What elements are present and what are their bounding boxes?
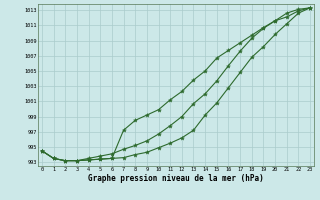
X-axis label: Graphe pression niveau de la mer (hPa): Graphe pression niveau de la mer (hPa) — [88, 174, 264, 183]
